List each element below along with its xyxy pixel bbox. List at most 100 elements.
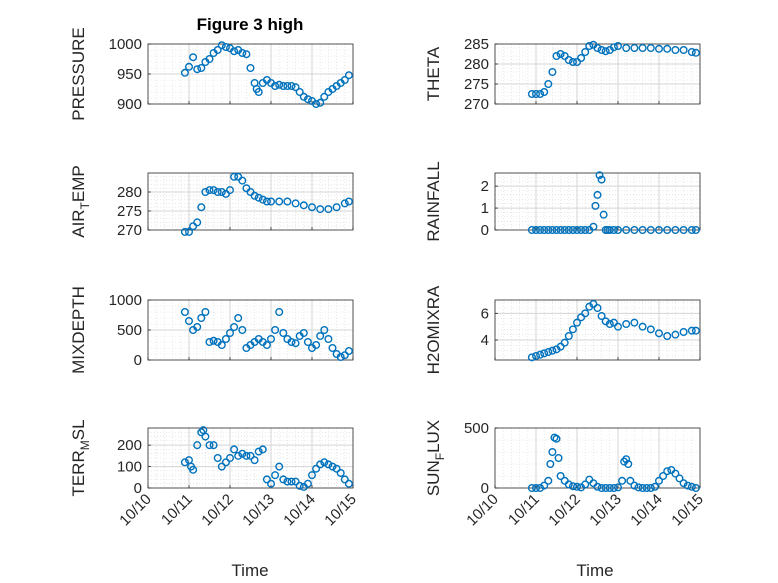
data-point (548, 225, 557, 234)
data-point (581, 48, 590, 57)
data-point (546, 460, 555, 469)
subplot-1: 900 950 1000 PRESSURE (69, 27, 354, 121)
data-point (601, 47, 610, 56)
data-point (295, 87, 304, 96)
data-point (324, 335, 333, 344)
data-point (205, 186, 214, 195)
data-point (303, 95, 312, 104)
data-point (581, 309, 590, 318)
data-point (585, 42, 594, 51)
data-point (291, 477, 300, 486)
data-point (234, 314, 243, 323)
data-point (601, 484, 610, 493)
data-point (184, 227, 193, 236)
data-point (634, 483, 643, 492)
plot-area (148, 173, 353, 230)
data-point (548, 346, 557, 355)
data-point (238, 449, 247, 458)
data-point (638, 322, 647, 331)
data-point (213, 454, 222, 463)
data-point (599, 210, 608, 219)
data-point (336, 353, 345, 362)
data-point (340, 475, 349, 484)
data-point (238, 326, 247, 335)
data-point (527, 225, 536, 234)
data-point (279, 329, 288, 338)
subplot-5: 0 500 1000 MIXDEPTH (69, 286, 354, 374)
y-tick-label: 0 (481, 480, 489, 497)
data-point (564, 332, 573, 341)
data-point (180, 68, 189, 77)
y-tick-label: 950 (117, 66, 142, 83)
y-axis-label: TERRMSL (69, 419, 92, 496)
y-tick-label: 500 (117, 322, 142, 339)
data-point (593, 482, 602, 491)
data-point (209, 441, 218, 450)
data-point (573, 318, 582, 327)
data-point (217, 341, 226, 350)
data-point (614, 322, 623, 331)
data-point (189, 53, 198, 62)
axes-box (147, 172, 354, 231)
data-point (679, 46, 688, 55)
data-point (332, 464, 341, 473)
data-point (180, 227, 189, 236)
data-point (532, 484, 541, 493)
data-point (320, 92, 329, 101)
data-point (544, 225, 553, 234)
data-point (544, 476, 553, 485)
data-point (581, 480, 590, 489)
data-point (213, 46, 222, 55)
data-point (618, 476, 627, 485)
data-point (671, 330, 680, 339)
data-point (622, 225, 631, 234)
data-point (250, 456, 259, 465)
data-point (624, 460, 633, 469)
data-point (573, 225, 582, 234)
y-tick-label: 0 (134, 480, 142, 497)
data-point (655, 44, 664, 53)
data-point (540, 481, 549, 490)
data-point (275, 197, 284, 206)
data-point (238, 176, 247, 185)
data-point (536, 225, 545, 234)
data-point (312, 464, 321, 473)
data-point (267, 197, 276, 206)
data-point (675, 474, 684, 483)
data-point (577, 225, 586, 234)
data-point (646, 225, 655, 234)
y-tick-label: 0 (481, 222, 489, 239)
data-point (312, 99, 321, 108)
data-point (687, 326, 696, 335)
y-tick-label: 100 (117, 459, 142, 476)
data-point (614, 225, 623, 234)
data-point (197, 203, 206, 212)
y-tick-label: 900 (117, 96, 142, 113)
data-point (221, 458, 230, 467)
data-series (180, 172, 353, 236)
data-point (544, 348, 553, 357)
y-axis-label: THETA (424, 46, 443, 101)
data-point (687, 225, 696, 234)
data-point (184, 317, 193, 326)
data-point (221, 335, 230, 344)
data-point (679, 328, 688, 337)
data-point (532, 352, 541, 361)
data-point (605, 484, 614, 493)
y-tick-label: 275 (117, 203, 142, 220)
data-point (267, 335, 276, 344)
data-point (205, 55, 214, 64)
data-point (597, 484, 606, 493)
data-point (344, 479, 353, 488)
plot-area (495, 173, 700, 230)
data-point (671, 225, 680, 234)
data-point (568, 482, 577, 491)
y-tick-label: 280 (117, 184, 142, 201)
data-point (299, 329, 308, 338)
data-point (540, 349, 549, 358)
data-point (193, 218, 202, 227)
data-point (287, 477, 296, 486)
y-axis-label: MIXDEPTH (69, 286, 88, 374)
data-point (540, 225, 549, 234)
